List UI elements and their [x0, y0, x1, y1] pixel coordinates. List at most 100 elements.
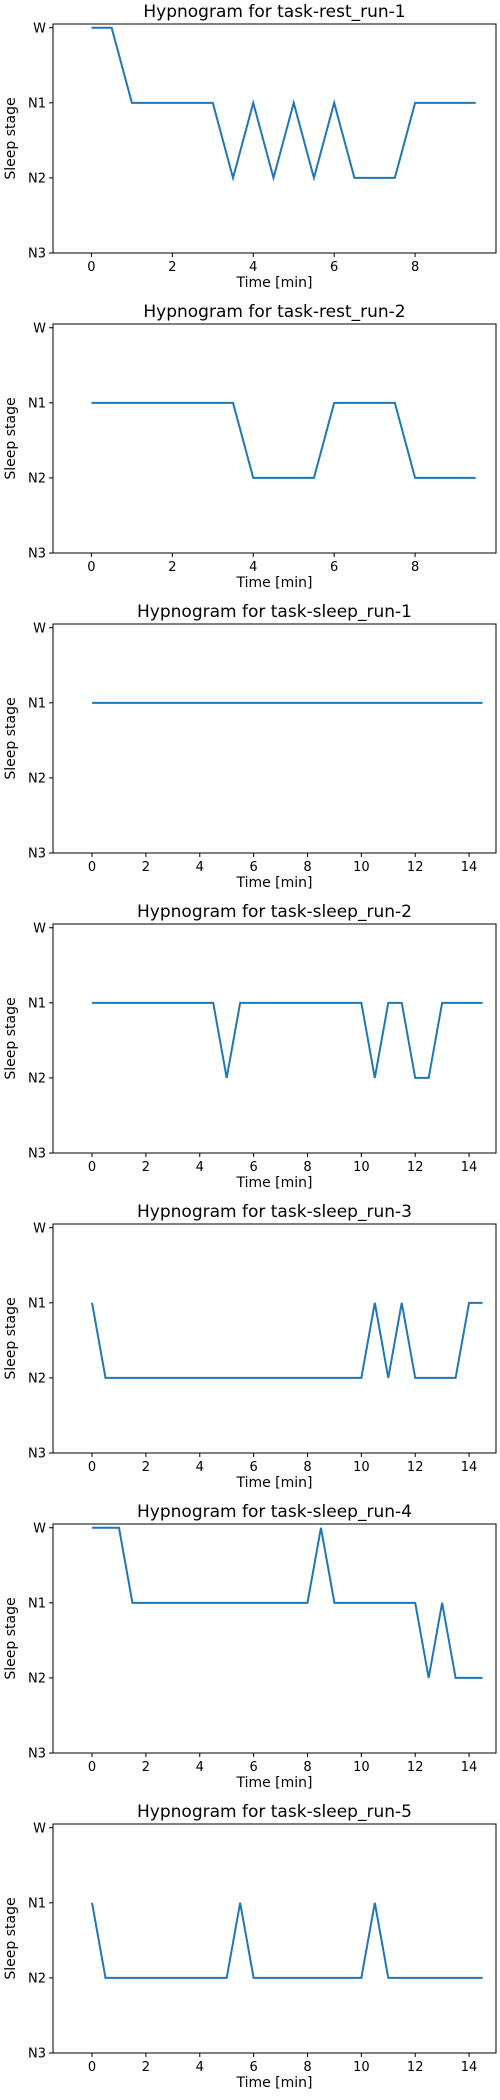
y-tick-label: N3 [28, 247, 46, 262]
series-line [91, 1902, 483, 1979]
x-tick-label: 6 [249, 1160, 257, 1175]
y-tick-label: N1 [28, 1596, 46, 1611]
x-tick-label: 14 [461, 1460, 478, 1475]
series-line [91, 26, 476, 182]
axes-frame [52, 1223, 497, 1454]
y-tick-label: N2 [28, 1371, 46, 1386]
x-tick-label: 8 [303, 1460, 311, 1475]
hypnogram-panel-4: Hypnogram for task-sleep_run-2 W N1 N2 N3 0 2 4… [3, 902, 497, 1191]
x-axis-label: Time [min] [235, 1475, 312, 1491]
x-tick-label: 8 [411, 560, 419, 575]
x-tick-label: 14 [461, 2060, 478, 2075]
x-tick-label: 4 [249, 260, 257, 275]
series-line [91, 1301, 483, 1379]
x-tick-label: 0 [87, 560, 95, 575]
x-tick-label: 12 [407, 860, 424, 875]
x-tick-label: 6 [249, 1460, 257, 1475]
y-tick-label: N2 [28, 771, 46, 786]
y-axis-label: Sleep stage [3, 1597, 19, 1679]
y-tick-label: N1 [28, 396, 46, 411]
x-tick-label: 6 [249, 1760, 257, 1775]
x-tick-label: 0 [88, 1160, 96, 1175]
y-axis-label: Sleep stage [3, 97, 19, 179]
y-tick-label: N3 [28, 847, 46, 862]
x-tick-label: 2 [168, 560, 176, 575]
axes-frame [52, 623, 497, 854]
hypnogram-panel-6: Hypnogram for task-sleep_run-4 W N1 N2 N3 0 2 4… [3, 1502, 497, 1791]
y-tick-label: W [33, 621, 46, 636]
x-tick-label: 8 [411, 260, 419, 275]
x-axis-label: Time [min] [235, 875, 312, 891]
x-tick-label: 2 [142, 860, 150, 875]
axes-frame [52, 323, 497, 554]
hypnogram-panel-5: Hypnogram for task-sleep_run-3 W N1 N2 N3 0 2 4… [3, 1202, 497, 1491]
x-tick-label: 2 [142, 1460, 150, 1475]
y-tick-label: W [33, 1521, 46, 1536]
x-tick-label: 8 [303, 2060, 311, 2075]
x-tick-label: 4 [196, 860, 204, 875]
hypnogram-panel-3: Hypnogram for task-sleep_run-1 W N1 N2 N3 0 2 4… [3, 602, 497, 891]
y-tick-label: N2 [28, 471, 46, 486]
chart-title: Hypnogram for task-sleep_run-2 [137, 902, 412, 922]
y-tick-label: N3 [28, 1747, 46, 1762]
x-axis-label: Time [min] [235, 1175, 312, 1191]
y-axis-label: Sleep stage [3, 697, 19, 779]
x-tick-label: 4 [249, 560, 257, 575]
y-tick-label: N1 [28, 1896, 46, 1911]
x-tick-label: 8 [303, 860, 311, 875]
series-line [91, 401, 476, 479]
x-tick-label: 0 [88, 1760, 96, 1775]
hypnogram-panel-7: Hypnogram for task-sleep_run-5 W N1 N2 N3 0 2 4… [3, 1802, 497, 2091]
x-tick-label: 12 [407, 1160, 424, 1175]
x-tick-label: 2 [142, 1160, 150, 1175]
x-tick-label: 0 [88, 1460, 96, 1475]
y-tick-label: N2 [28, 1671, 46, 1686]
y-tick-label: N3 [28, 547, 46, 562]
x-tick-label: 4 [196, 1460, 204, 1475]
chart-title: Hypnogram for task-sleep_run-4 [137, 1502, 412, 1522]
y-tick-label: N2 [28, 1971, 46, 1986]
chart-title: Hypnogram for task-rest_run-1 [143, 2, 405, 22]
x-tick-label: 4 [196, 2060, 204, 2075]
x-tick-label: 10 [353, 1460, 370, 1475]
series-line [92, 1001, 483, 1079]
y-axis-label: Sleep stage [3, 397, 19, 479]
chart-title: Hypnogram for task-sleep_run-5 [137, 1802, 412, 1822]
x-tick-label: 2 [168, 260, 176, 275]
x-tick-label: 0 [88, 2060, 96, 2075]
y-tick-label: N3 [28, 1147, 46, 1162]
y-tick-label: N1 [28, 1296, 46, 1311]
y-axis-label: Sleep stage [3, 1297, 19, 1379]
y-axis-label: Sleep stage [3, 997, 19, 1079]
y-tick-label: N2 [28, 1071, 46, 1086]
y-tick-label: W [33, 321, 46, 336]
x-tick-label: 2 [142, 1760, 150, 1775]
x-tick-label: 6 [330, 260, 338, 275]
x-axis-label: Time [min] [235, 2075, 312, 2091]
y-tick-label: W [33, 921, 46, 936]
x-tick-label: 12 [407, 1760, 424, 1775]
x-tick-label: 8 [303, 1760, 311, 1775]
x-tick-label: 0 [87, 260, 95, 275]
x-tick-label: 6 [249, 2060, 257, 2075]
y-tick-label: W [33, 21, 46, 36]
hypnogram-panel-2: Hypnogram for task-rest_run-2 W N1 N2 N3 0 2 4 6… [3, 302, 497, 591]
x-tick-label: 14 [461, 1760, 478, 1775]
x-tick-label: 6 [249, 860, 257, 875]
x-tick-label: 6 [330, 560, 338, 575]
x-tick-label: 10 [353, 2060, 370, 2075]
x-tick-label: 14 [461, 860, 478, 875]
x-tick-label: 10 [353, 1760, 370, 1775]
x-tick-label: 12 [407, 1460, 424, 1475]
x-tick-label: 0 [88, 860, 96, 875]
chart-title: Hypnogram for task-sleep_run-3 [137, 1202, 412, 1222]
x-tick-label: 4 [196, 1760, 204, 1775]
x-axis-label: Time [min] [235, 575, 312, 591]
axes-frame [52, 23, 497, 254]
y-tick-label: N1 [28, 696, 46, 711]
axes-frame [52, 1523, 497, 1754]
hypnogram-panel-1: Hypnogram for task-rest_run-1 W N1 N2 N3 0 2 4 6… [3, 2, 497, 291]
y-tick-label: N3 [28, 2047, 46, 2062]
axes-frame [52, 923, 497, 1154]
